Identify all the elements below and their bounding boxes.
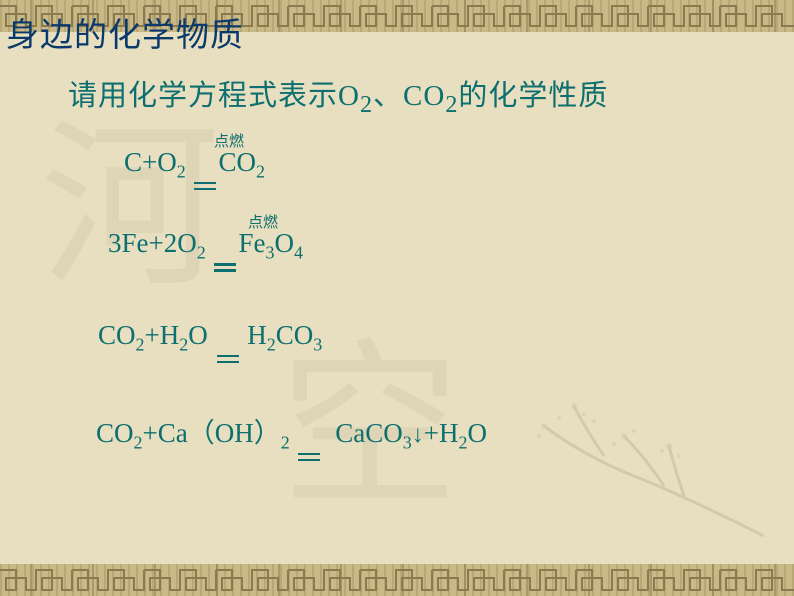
condition-label: 点燃 (214, 130, 244, 151)
equation-2: 点燃 3Fe+2O2 Fe3O4 (108, 228, 608, 263)
equation-1: 点燃 C+O2 CO2 (124, 147, 608, 182)
page-title: 身边的化学物质 (6, 8, 244, 56)
instruction-text: 请用化学方程式表示O2、CO2的化学性质 (68, 72, 608, 119)
equation-4: CO2+Ca（OH）2 CaCO3↓+H2O (96, 411, 608, 453)
precipitate-arrow: ↓ (412, 422, 424, 449)
condition-label: 点燃 (248, 211, 278, 232)
equation-3: CO2+H2O H2CO3 (98, 320, 608, 355)
content-area: 请用化学方程式表示O2、CO2的化学性质 点燃 C+O2 CO2 点燃 3Fe+… (68, 72, 608, 499)
decorative-border-bottom (0, 564, 794, 596)
